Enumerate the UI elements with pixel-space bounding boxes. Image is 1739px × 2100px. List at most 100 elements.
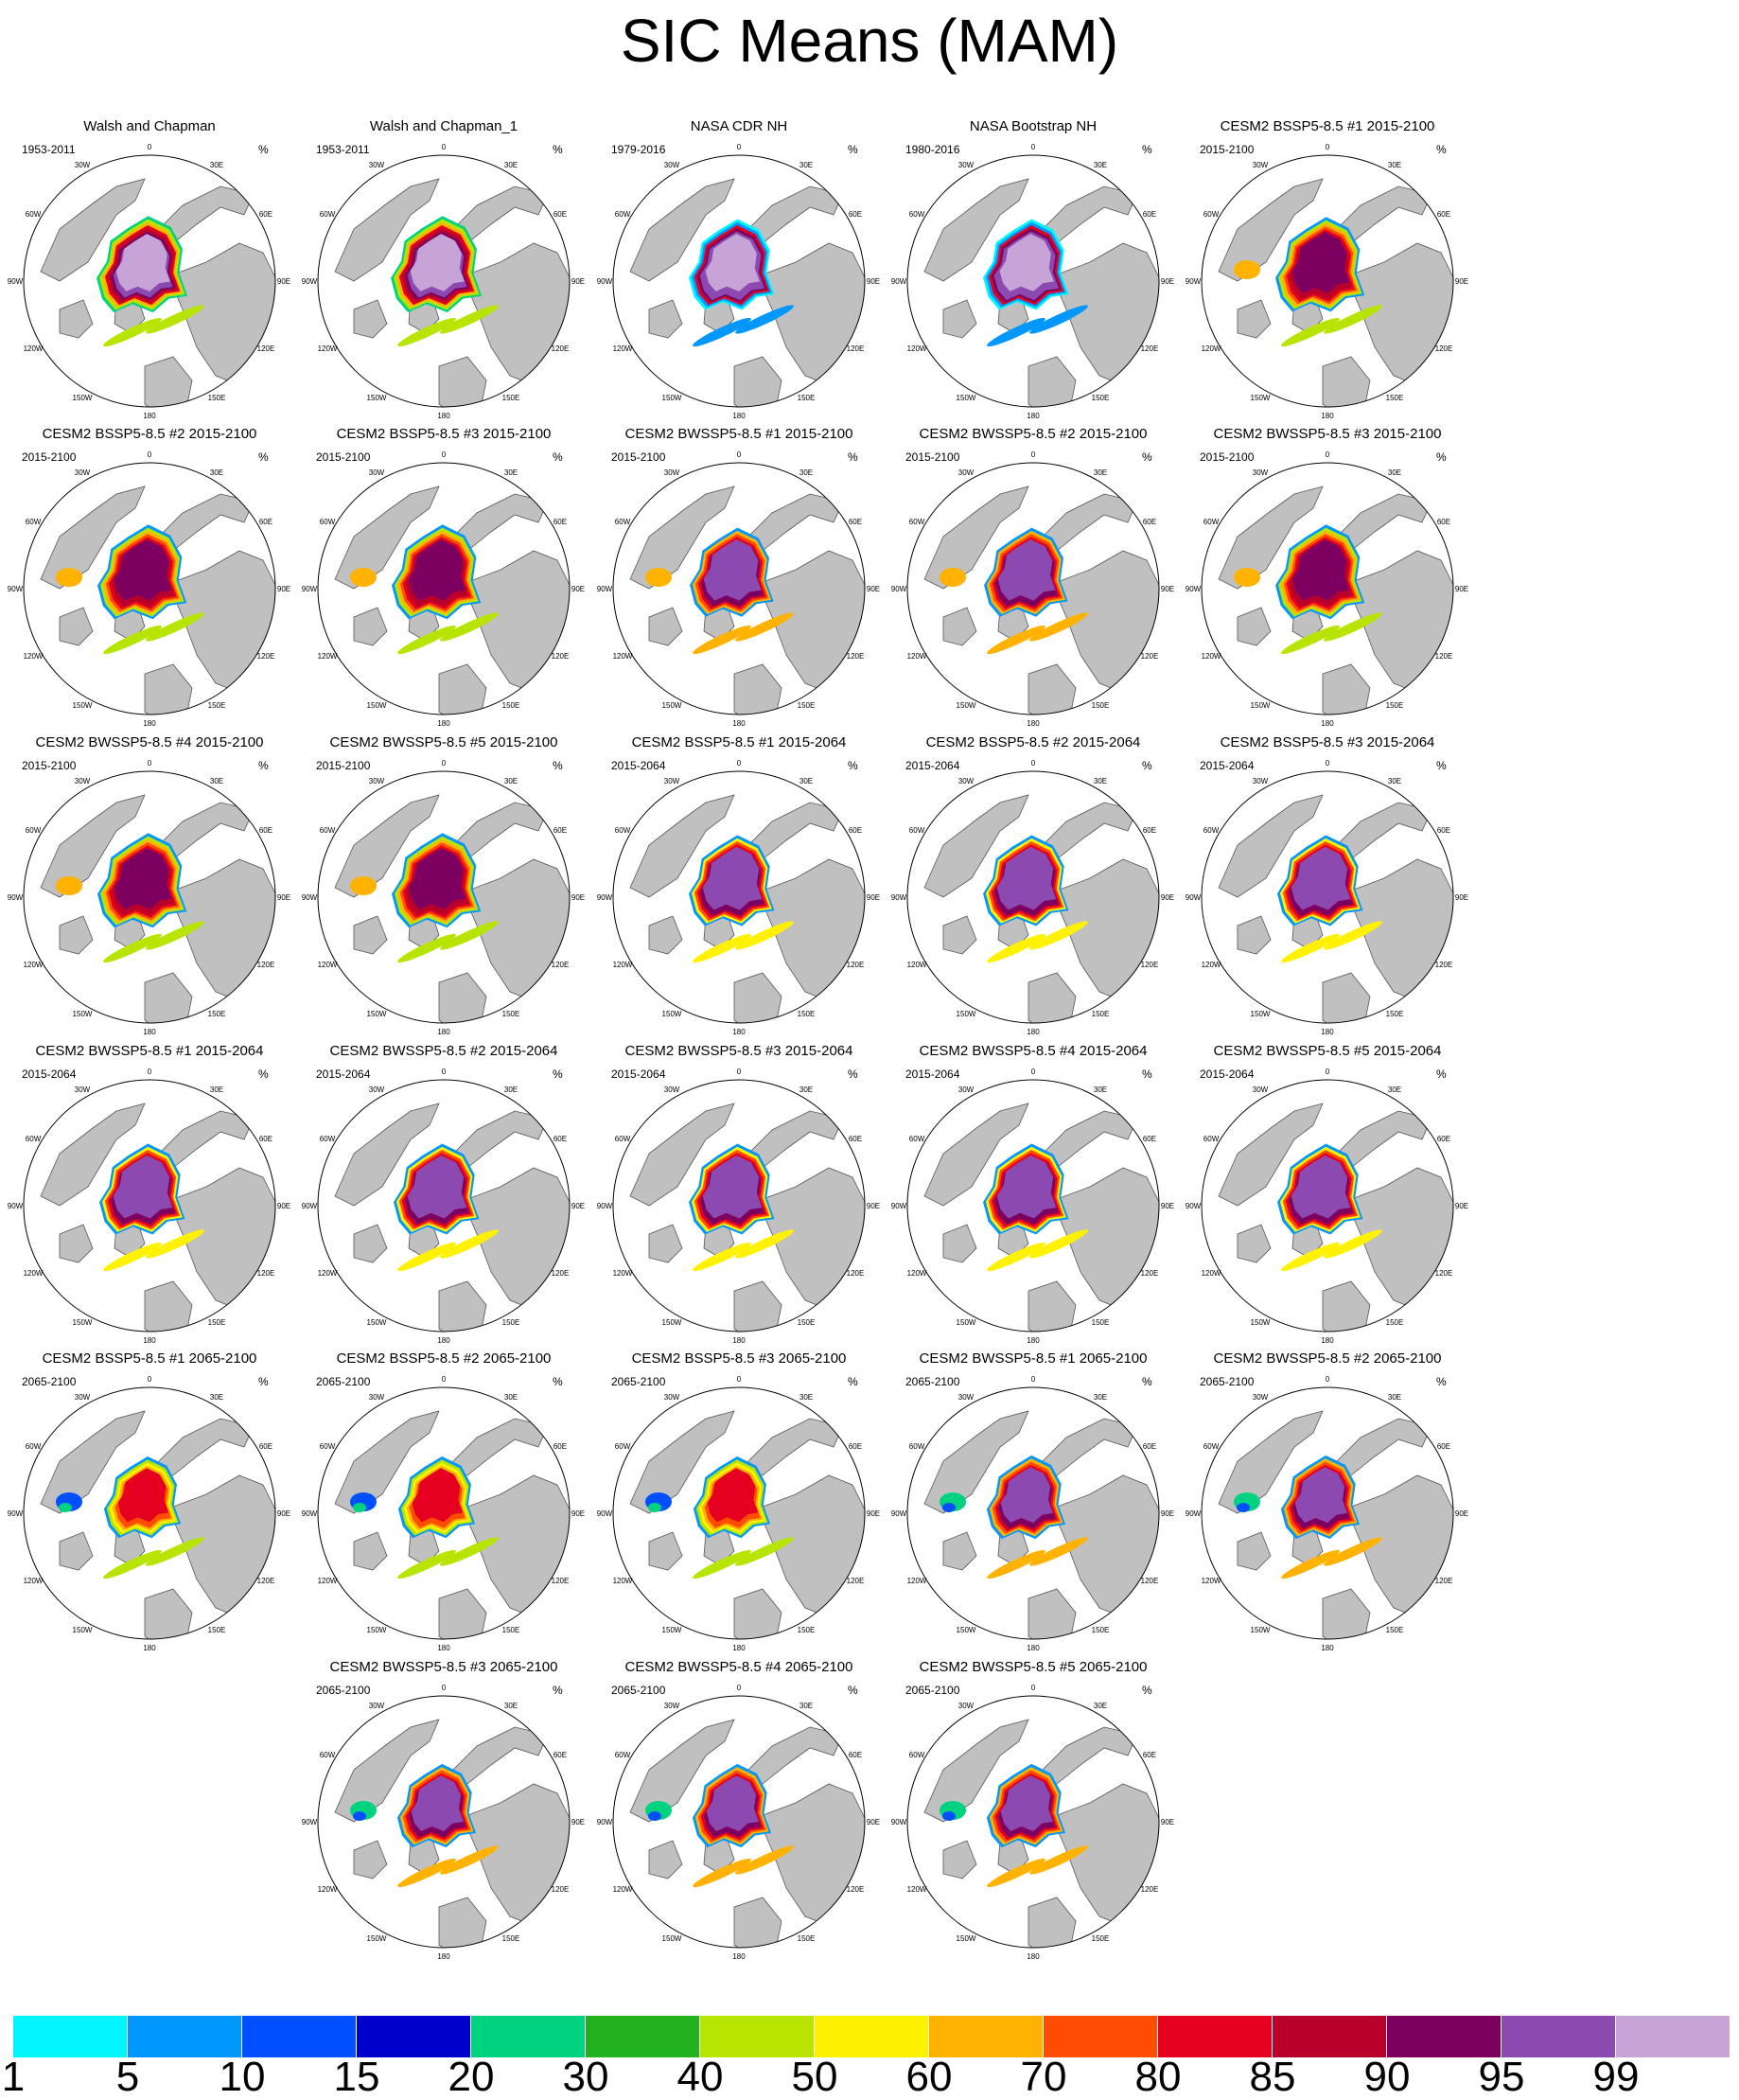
longitude-label: 150W (662, 394, 682, 402)
longitude-label: 120W (24, 652, 44, 661)
longitude-label: 90E (1455, 277, 1468, 286)
longitude-label: 120E (552, 961, 570, 969)
longitude-label: 60W (615, 210, 631, 219)
ice-edge-tongue (440, 612, 499, 642)
longitude-label: 30E (210, 161, 223, 169)
panel-title: NASA CDR NH (690, 118, 788, 134)
ice-edge-tongue (735, 921, 794, 950)
longitude-label: 0 (442, 759, 447, 768)
map-panel: CESM2 BWSSP5-8.5 #2 2015-2064 2015-2064% 1… (297, 1043, 590, 1345)
land-mass (149, 1418, 255, 1476)
colorbar-box (471, 2016, 586, 2057)
longitude-label: 150E (1386, 1626, 1404, 1634)
longitude-label: 150W (73, 701, 93, 710)
longitude-label: 90W (891, 585, 907, 593)
longitude-label: 90W (597, 1509, 613, 1518)
longitude-label: 90W (597, 893, 613, 902)
land-mass (59, 1531, 94, 1571)
longitude-label: 30E (504, 1085, 518, 1094)
panel-unit: % (1436, 1375, 1447, 1388)
polar-map: 180 150E 120E 90E 60E 30E 0 30W 60W 90W 120W 150W (1186, 450, 1468, 728)
land-mass (443, 1110, 549, 1169)
longitude-label: 90E (277, 1202, 290, 1210)
ice-edge-tongue (397, 317, 456, 347)
ice-edge-tongue (1029, 1537, 1088, 1566)
panel-unit: % (1436, 450, 1447, 464)
longitude-label: 30W (958, 777, 975, 785)
longitude-label: 60W (615, 518, 631, 526)
polar-map: 180 150E 120E 90E 60E 30E 0 30W 60W 90W 120W 150W (302, 1375, 585, 1652)
longitude-label: 90E (867, 893, 880, 902)
longitude-label: 180 (1027, 719, 1040, 728)
land-mass (353, 299, 388, 339)
longitude-label: 150W (367, 701, 387, 710)
land-mass (1326, 1110, 1432, 1169)
hudson-bay-ice (1234, 568, 1260, 587)
polar-map: 180 150E 120E 90E 60E 30E 0 30W 60W 90W 120W 150W (891, 1684, 1174, 1961)
longitude-label: 180 (143, 1644, 156, 1652)
land-mass (923, 794, 1029, 898)
map-boundary (317, 770, 571, 1024)
longitude-label: 150W (73, 1626, 93, 1634)
longitude-label: 30W (369, 1393, 385, 1402)
land-mass (923, 178, 1029, 282)
longitude-label: 30E (504, 777, 518, 785)
colorbar-box (586, 2016, 700, 2057)
panel-unit: % (553, 450, 563, 464)
land-mass (648, 1840, 683, 1879)
longitude-label: 150E (1092, 1318, 1110, 1327)
land-mass (1326, 185, 1432, 244)
map-boundary (23, 770, 276, 1024)
longitude-label: 90E (1455, 1509, 1468, 1518)
map-panel: CESM2 BSSP5-8.5 #2 2015-2100 2015-2100% 18… (3, 426, 296, 728)
polar-map: 180 150E 120E 90E 60E 30E 0 30W 60W 90W 120W 150W (597, 1684, 880, 1961)
ice-edge-tongue (735, 305, 794, 334)
longitude-label: 60W (615, 1751, 631, 1759)
polar-map: 180 150E 120E 90E 60E 30E 0 30W 60W 90W 120W 150W (8, 1068, 290, 1345)
land-mass (149, 493, 255, 552)
longitude-label: 30E (1388, 777, 1401, 785)
polar-map: 180 150E 120E 90E 60E 30E 0 30W 60W 90W 120W 150W (597, 1375, 880, 1652)
longitude-label: 0 (1326, 143, 1330, 151)
longitude-label: 120W (613, 1269, 633, 1278)
land-mass (149, 1110, 255, 1169)
longitude-label: 150E (502, 1010, 520, 1018)
ice-edge-tongue (987, 1858, 1045, 1888)
longitude-label: 0 (148, 1068, 152, 1076)
longitude-label: 90W (597, 1202, 613, 1210)
ice-edge-tongue (735, 1229, 794, 1259)
panel-title: CESM2 BWSSP5-8.5 #3 2015-2100 (1213, 426, 1442, 442)
longitude-label: 180 (732, 1336, 746, 1345)
colorbar-tick-label: 95 (1478, 2054, 1525, 2100)
ice-core (706, 1775, 759, 1831)
land-mass (942, 1531, 977, 1571)
hudson-bay-ice-inner (1237, 1503, 1250, 1512)
longitude-label: 120E (257, 961, 275, 969)
longitude-label: 150E (1092, 394, 1110, 402)
map-panel: CESM2 BWSSP5-8.5 #1 2015-2100 2015-2100% 1… (592, 426, 886, 728)
longitude-label: 90W (1186, 1509, 1202, 1518)
longitude-label: 30E (210, 777, 223, 785)
colorbar-tick-label: 60 (905, 2054, 953, 2100)
panel-title: CESM2 BSSP5-8.5 #2 2065-2100 (336, 1350, 552, 1367)
panel-period: 2065-2100 (611, 1684, 666, 1697)
panel-title: CESM2 BWSSP5-8.5 #5 2015-2100 (329, 734, 558, 750)
longitude-label: 30E (210, 468, 223, 477)
polar-map: 180 150E 120E 90E 60E 30E 0 30W 60W 90W 120W 150W (597, 1068, 880, 1345)
colorbar-box (1158, 2016, 1273, 2057)
longitude-label: 90E (277, 893, 290, 902)
ice-core (1294, 1467, 1347, 1523)
longitude-label: 30E (504, 1393, 518, 1402)
longitude-label: 120W (907, 652, 927, 661)
longitude-label: 120E (257, 652, 275, 661)
panel-title: CESM2 BWSSP5-8.5 #5 2015-2064 (1213, 1043, 1442, 1059)
longitude-label: 120E (847, 344, 865, 353)
hudson-bay-ice-inner (942, 1811, 956, 1821)
longitude-label: 150E (798, 1934, 816, 1943)
panel-unit: % (1142, 143, 1152, 156)
longitude-label: 120E (1435, 1577, 1453, 1585)
map-boundary (906, 462, 1160, 715)
longitude-label: 120E (552, 652, 570, 661)
panel-unit: % (258, 1068, 269, 1081)
panel-period: 1979-2016 (611, 143, 666, 156)
